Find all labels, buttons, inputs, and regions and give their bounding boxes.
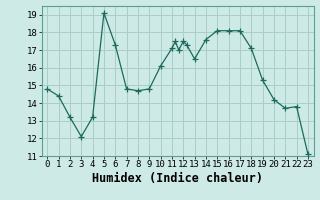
X-axis label: Humidex (Indice chaleur): Humidex (Indice chaleur) (92, 172, 263, 185)
